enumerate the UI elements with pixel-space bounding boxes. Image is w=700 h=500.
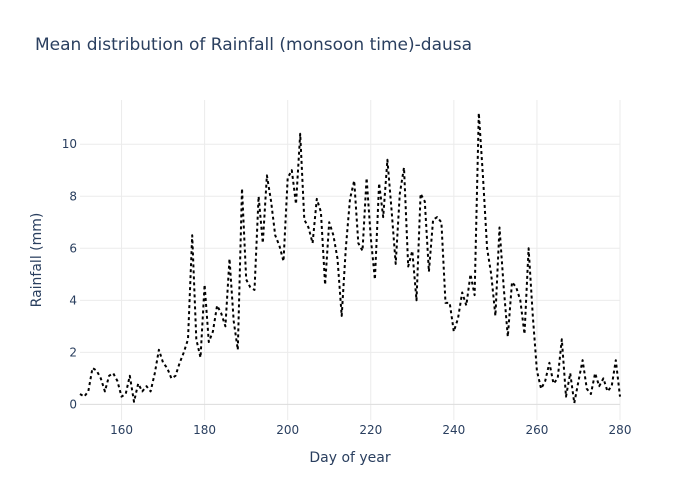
grid-layer — [80, 100, 621, 420]
y-tick-label: 4 — [69, 293, 77, 307]
x-tick-label: 240 — [442, 423, 465, 437]
y-tick-label: 10 — [62, 137, 77, 151]
x-tick-label: 280 — [609, 423, 632, 437]
chart-title: Mean distribution of Rainfall (monsoon t… — [35, 35, 472, 55]
x-tick-label: 200 — [276, 423, 299, 437]
x-axis-title: Day of year — [309, 450, 391, 466]
tick-layer: 160 180 200 220 240 260 280 0 2 4 6 8 10 — [62, 137, 632, 437]
y-tick-label: 8 — [69, 189, 77, 203]
x-tick-label: 160 — [110, 423, 133, 437]
y-tick-label: 2 — [69, 345, 77, 359]
rainfall-line — [79, 112, 621, 405]
y-tick-label: 0 — [69, 397, 77, 411]
x-tick-label: 180 — [193, 423, 216, 437]
x-tick-label: 260 — [525, 423, 548, 437]
y-axis-title: Rainfall (mm) — [29, 213, 45, 308]
series-layer — [79, 112, 621, 405]
y-tick-label: 6 — [69, 241, 77, 255]
x-tick-label: 220 — [359, 423, 382, 437]
